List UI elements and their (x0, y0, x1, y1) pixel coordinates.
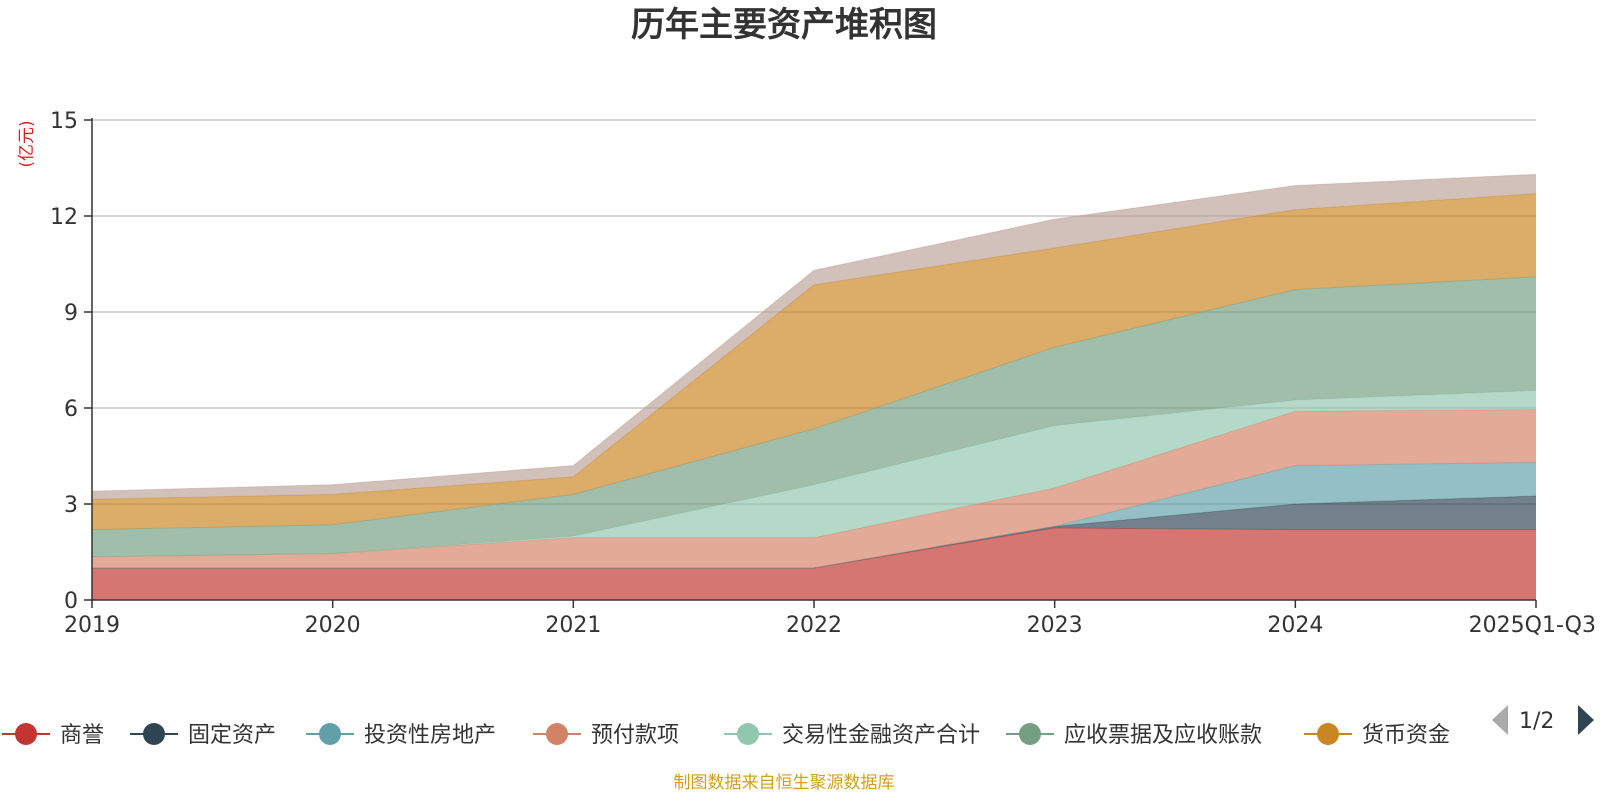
legend-item[interactable]: 应收票据及应收账款 (1006, 723, 1262, 748)
y-axis-unit: (亿元) (17, 120, 37, 167)
legend-label: 固定资产 (188, 723, 276, 748)
legend-label: 货币资金 (1362, 723, 1450, 748)
legend-dot-icon (143, 723, 165, 745)
y-tick-label: 15 (50, 109, 78, 134)
y-tick-label: 12 (50, 205, 78, 230)
axes: 0 3 6 9 12 15 2019 2020 2021 2022 2023 2024 2025Q1-Q… (50, 109, 1596, 638)
area-series-0[interactable] (92, 528, 1536, 600)
y-tick-label: 0 (64, 589, 78, 614)
area-edge-7 (91, 173, 1537, 492)
area-series-6[interactable] (92, 193, 1536, 530)
legend-label: 交易性金融资产合计 (782, 723, 980, 748)
legend-dot-icon (546, 723, 568, 745)
area-series-2[interactable] (92, 462, 1536, 568)
legend-dot-icon (15, 723, 37, 745)
legend-dot-icon (319, 723, 341, 745)
y-tick-label: 6 (64, 397, 78, 422)
x-tick-label: 2022 (786, 613, 842, 638)
x-tick-label: 2024 (1267, 613, 1323, 638)
x-tick-label: 2020 (305, 613, 361, 638)
area-series-1[interactable] (92, 496, 1536, 568)
y-tick-label: 9 (64, 301, 78, 326)
legend-label: 投资性房地产 (364, 723, 496, 748)
pager-prev-icon[interactable] (1492, 705, 1508, 735)
pager-next-icon[interactable] (1578, 705, 1594, 735)
x-tick-label: 2023 (1027, 613, 1083, 638)
area-series-5[interactable] (92, 276, 1536, 557)
chart-title: 历年主要资产堆积图 (631, 5, 937, 45)
legend-item[interactable]: 预付款项 (533, 723, 679, 748)
legend-dot-icon (1317, 723, 1339, 745)
legend-label: 应收票据及应收账款 (1064, 723, 1262, 748)
legend-dot-icon (737, 723, 759, 745)
legend-label: 预付款项 (591, 723, 679, 748)
x-tick-label: 2025Q1-Q3 (1469, 613, 1596, 638)
y-tick-label: 3 (64, 493, 78, 518)
legend-item[interactable]: 固定资产 (130, 723, 276, 748)
x-tick-label: 2019 (64, 613, 120, 638)
area-series (91, 173, 1537, 600)
pager-text: 1/2 (1519, 709, 1554, 734)
legend-label: 商誉 (60, 723, 104, 748)
legend: 商誉 固定资产 投资性房地产 预付款项 交易性金融资产合计 应收票据及应收账款 货币资金 (2, 723, 1450, 748)
legend-item[interactable]: 商誉 (2, 723, 104, 748)
x-tick-label: 2021 (545, 613, 601, 638)
legend-dot-icon (1019, 723, 1041, 745)
legend-item[interactable]: 货币资金 (1304, 723, 1450, 748)
area-series-4[interactable] (92, 390, 1536, 557)
legend-pager[interactable]: 1/2 (1492, 705, 1594, 735)
legend-item[interactable]: 交易性金融资产合计 (724, 723, 980, 748)
legend-item[interactable]: 投资性房地产 (306, 723, 496, 748)
area-series-3[interactable] (92, 409, 1536, 568)
source-footer: 制图数据来自恒生聚源数据库 (674, 773, 895, 793)
